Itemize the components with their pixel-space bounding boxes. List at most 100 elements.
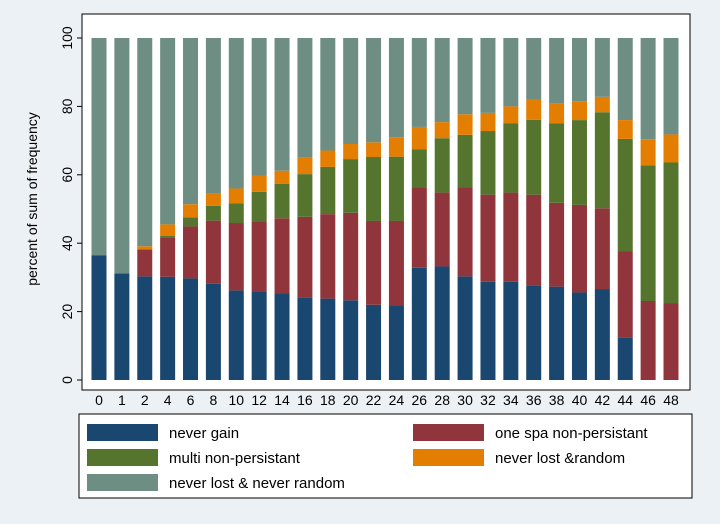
- bar-segment: [434, 38, 450, 123]
- bar-segment: [205, 220, 221, 284]
- bar-segment: [388, 137, 404, 157]
- x-tick-label: 12: [251, 392, 267, 408]
- legend-label: never gain: [169, 425, 239, 442]
- y-tick-label: 0: [59, 376, 75, 384]
- bar-segment: [114, 38, 130, 274]
- bar-segment: [526, 285, 542, 380]
- bar-segment: [366, 157, 382, 221]
- bar-segment: [274, 218, 290, 294]
- bar-segment: [457, 134, 473, 188]
- bar-segment: [617, 138, 633, 252]
- bar-segment: [205, 38, 221, 194]
- bar-segment: [205, 193, 221, 206]
- bar-segment: [320, 166, 336, 215]
- bar-segment: [549, 123, 565, 203]
- x-tick-label: 14: [274, 392, 290, 408]
- bar-segment: [571, 120, 587, 205]
- bar-segment: [183, 38, 199, 205]
- bar-segment: [503, 281, 519, 380]
- x-tick-label: 42: [595, 392, 611, 408]
- bar-segment: [411, 38, 427, 127]
- bar-segment: [251, 175, 267, 192]
- x-tick-label: 26: [412, 392, 428, 408]
- bar-segment: [594, 289, 610, 380]
- x-tick-label: 40: [572, 392, 588, 408]
- bar-segment: [571, 204, 587, 293]
- bar-segment: [251, 291, 267, 380]
- bar-segment: [526, 38, 542, 100]
- bar-segment: [549, 38, 565, 104]
- bar-segment: [388, 38, 404, 138]
- bar-segment: [251, 38, 267, 176]
- bar-segment: [663, 162, 679, 304]
- x-tick-label: 10: [228, 392, 244, 408]
- bar-segment: [526, 119, 542, 195]
- x-tick-label: 0: [95, 392, 103, 408]
- x-tick-label: 18: [320, 392, 336, 408]
- x-tick-label: 4: [164, 392, 172, 408]
- bar-segment: [549, 286, 565, 380]
- bar-segment: [160, 237, 176, 277]
- bar-segment: [228, 188, 244, 204]
- legend-label: never lost &random: [495, 450, 625, 467]
- bar-segment: [183, 278, 199, 380]
- x-tick-label: 6: [187, 392, 195, 408]
- y-tick-label: 40: [59, 235, 75, 251]
- bar-segment: [343, 212, 359, 301]
- bar-segment: [594, 96, 610, 113]
- x-tick-label: 36: [526, 392, 542, 408]
- bar-segment: [434, 192, 450, 267]
- bar-segment: [320, 38, 336, 151]
- x-tick-label: 24: [389, 392, 405, 408]
- bar-segment: [663, 134, 679, 163]
- bar-segment: [571, 101, 587, 121]
- bar-segment: [617, 251, 633, 338]
- bar-segment: [297, 157, 313, 175]
- bar-segment: [503, 123, 519, 193]
- bar-segment: [594, 208, 610, 290]
- bar-segment: [205, 205, 221, 221]
- bar-segment: [594, 112, 610, 209]
- bar-segment: [297, 174, 313, 217]
- bar-segment: [160, 276, 176, 380]
- x-tick-label: 22: [366, 392, 382, 408]
- bar-segment: [183, 226, 199, 279]
- bar-segment: [137, 38, 153, 247]
- bar-segment: [297, 216, 313, 298]
- bar-segment: [640, 300, 656, 380]
- x-tick-label: 44: [617, 392, 633, 408]
- bar-segment: [571, 38, 587, 102]
- bar-segment: [274, 293, 290, 380]
- bar-segment: [91, 38, 107, 256]
- bar-segment: [137, 249, 153, 277]
- bar-segment: [366, 38, 382, 143]
- bar-segment: [503, 106, 519, 124]
- bar-segment: [274, 170, 290, 184]
- bar-segment: [343, 159, 359, 213]
- y-axis-label: percent of sum of frequency: [24, 112, 40, 286]
- bar-segment: [411, 187, 427, 268]
- bar-segment: [526, 99, 542, 120]
- bar-segment: [320, 214, 336, 299]
- bar-segment: [343, 300, 359, 380]
- bar-segment: [640, 165, 656, 301]
- bar-segment: [640, 38, 656, 140]
- bar-segment: [183, 204, 199, 218]
- bar-segment: [480, 112, 496, 132]
- bar-segment: [366, 304, 382, 380]
- x-tick-label: 46: [640, 392, 656, 408]
- bar-segment: [228, 290, 244, 380]
- bar-segment: [160, 224, 176, 237]
- x-tick-label: 28: [434, 392, 450, 408]
- legend-box: [78, 413, 693, 499]
- bar-segment: [663, 38, 679, 135]
- bar-segment: [503, 192, 519, 282]
- bar-segment: [411, 126, 427, 150]
- bar-segment: [366, 142, 382, 158]
- y-tick-label: 60: [59, 167, 75, 183]
- bar-segment: [343, 38, 359, 145]
- bar-segment: [251, 221, 267, 292]
- bar-segment: [457, 114, 473, 135]
- legend-label: never lost & never random: [169, 475, 345, 492]
